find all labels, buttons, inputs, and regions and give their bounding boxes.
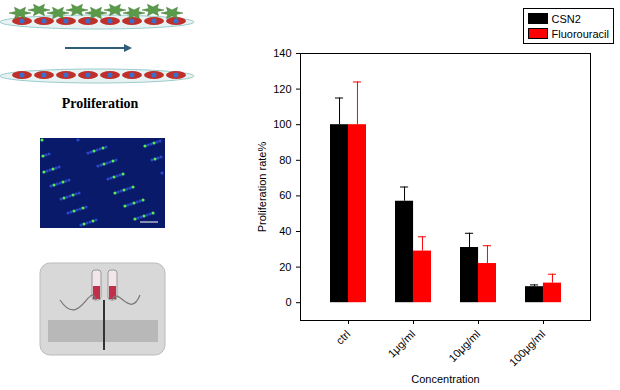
svg-text:Proliferation rate%: Proliferation rate% bbox=[256, 142, 268, 233]
svg-text:0: 0 bbox=[285, 296, 291, 308]
svg-text:120: 120 bbox=[273, 83, 291, 95]
svg-text:60: 60 bbox=[279, 189, 291, 201]
svg-text:Concentration: Concentration bbox=[411, 373, 480, 385]
html-text:CSN2: CSN2 bbox=[551, 12, 581, 25]
svg-text:140: 140 bbox=[273, 47, 291, 59]
html-text:Proliferation: Proliferation bbox=[61, 96, 139, 111]
html-text:Fluorouracil: Fluorouracil bbox=[551, 27, 609, 40]
svg-text:ctrl: ctrl bbox=[334, 328, 353, 347]
svg-text:1μg/ml: 1μg/ml bbox=[385, 328, 417, 360]
svg-text:100: 100 bbox=[273, 118, 291, 130]
svg-text:10μg/ml: 10μg/ml bbox=[446, 328, 482, 364]
svg-text:20: 20 bbox=[279, 261, 291, 273]
svg-text:100μg/ml: 100μg/ml bbox=[507, 328, 548, 369]
svg-text:40: 40 bbox=[279, 225, 291, 237]
svg-text:80: 80 bbox=[279, 154, 291, 166]
